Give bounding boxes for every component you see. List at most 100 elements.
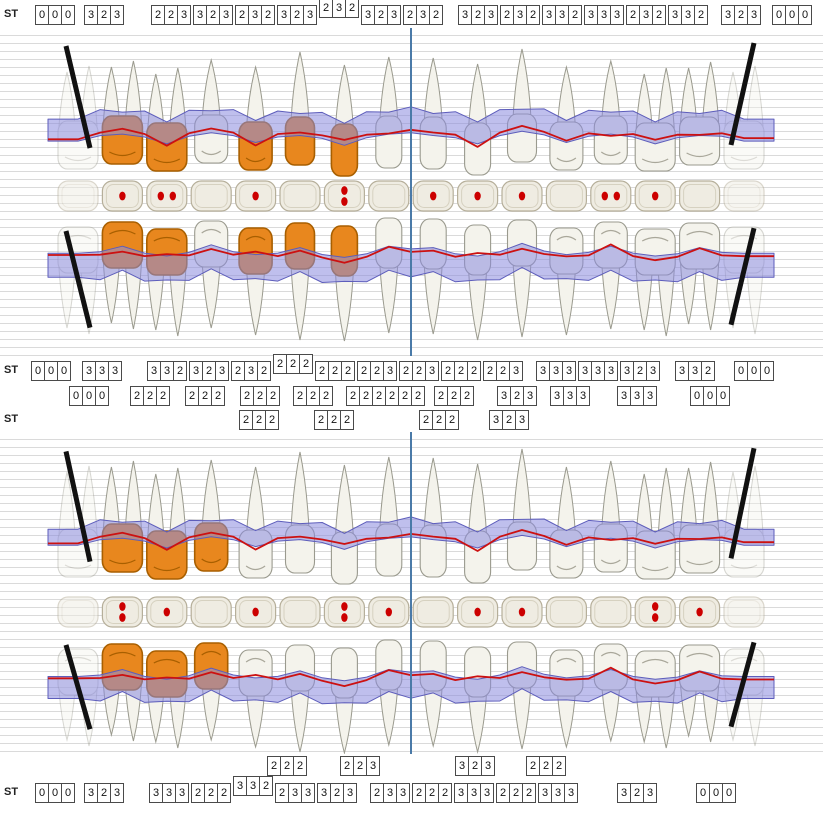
probing-value-box[interactable]: 3 [366, 756, 380, 776]
tooth-lower-14[interactable] [634, 467, 676, 580]
probing-value-box[interactable]: 2 [359, 386, 373, 406]
probing-value-box[interactable]: 2 [202, 361, 216, 381]
tooth-upper-6[interactable] [284, 222, 316, 341]
probing-value-box[interactable]: 3 [555, 5, 569, 25]
probing-value-box[interactable]: 2 [275, 783, 289, 803]
probing-value-box[interactable]: 0 [709, 783, 723, 803]
probing-value-box[interactable]: 2 [315, 361, 329, 381]
probing-value-box[interactable]: 3 [244, 361, 258, 381]
probing-value-box[interactable]: 2 [299, 354, 313, 374]
occlusal-site-upper-5[interactable] [235, 180, 277, 212]
probing-value-box[interactable]: 2 [314, 410, 328, 430]
probing-value-box[interactable]: 2 [97, 783, 111, 803]
probing-value-box[interactable]: 2 [526, 756, 540, 776]
probing-value-box[interactable]: 2 [694, 5, 708, 25]
occlusal-site-upper-14[interactable] [634, 180, 676, 212]
probing-value-box[interactable]: 2 [626, 5, 640, 25]
probing-value-box[interactable]: 2 [652, 5, 666, 25]
tooth-upper-7[interactable] [330, 225, 359, 342]
probing-value-box[interactable]: 3 [383, 361, 397, 381]
occlusal-site-upper-15[interactable] [678, 180, 721, 212]
probing-value-box[interactable]: 3 [149, 783, 163, 803]
probing-value-box[interactable]: 3 [317, 783, 331, 803]
tooth-lower-16[interactable] [723, 465, 765, 578]
exclusion-marker-right[interactable] [728, 447, 757, 559]
probing-value-box[interactable]: 3 [551, 783, 565, 803]
probing-value-box[interactable]: 2 [286, 354, 300, 374]
occlusal-site-lower-14[interactable] [634, 596, 676, 628]
probing-value-box[interactable]: 3 [643, 783, 657, 803]
probing-value-box[interactable]: 2 [370, 361, 384, 381]
probing-value-box[interactable]: 2 [143, 386, 157, 406]
occlusal-site-lower-15[interactable] [678, 596, 721, 628]
probing-value-box[interactable]: 3 [513, 5, 527, 25]
probing-value-box[interactable]: 0 [35, 783, 49, 803]
probing-value-box[interactable]: 2 [701, 361, 715, 381]
tooth-upper-6[interactable] [284, 51, 316, 166]
occlusal-site-lower-16[interactable] [723, 596, 765, 628]
probing-value-box[interactable]: 2 [734, 5, 748, 25]
probing-value-box[interactable]: 3 [467, 783, 481, 803]
occlusal-site-upper-9[interactable] [412, 180, 454, 212]
probing-value-box[interactable]: 3 [108, 361, 122, 381]
occlusal-site-lower-5[interactable] [235, 596, 277, 628]
tooth-lower-11[interactable] [506, 641, 538, 750]
probing-value-box[interactable]: 2 [240, 386, 254, 406]
probing-value-box[interactable]: 2 [399, 361, 413, 381]
occlusal-site-upper-8[interactable] [368, 180, 410, 212]
occlusal-site-upper-16[interactable] [723, 180, 765, 212]
probing-value-box[interactable]: 3 [416, 5, 430, 25]
exclusion-marker-left[interactable] [63, 450, 93, 563]
probing-value-box[interactable]: 2 [403, 5, 417, 25]
occlusal-site-lower-6[interactable] [279, 596, 321, 628]
probing-value-box[interactable]: 2 [206, 5, 220, 25]
occlusal-site-upper-1[interactable] [57, 180, 99, 212]
probing-value-box[interactable]: 2 [438, 783, 452, 803]
occlusal-site-lower-10[interactable] [457, 596, 499, 628]
probing-value-box[interactable]: 3 [562, 361, 576, 381]
tooth-lower-4[interactable] [193, 459, 229, 572]
probing-value-box[interactable]: 3 [576, 386, 590, 406]
tooth-lower-8[interactable] [375, 456, 403, 577]
probing-value-box[interactable]: 2 [522, 783, 536, 803]
probing-value-box[interactable]: 3 [175, 783, 189, 803]
probing-value-box[interactable]: 2 [191, 783, 205, 803]
probing-value-box[interactable]: 3 [617, 386, 631, 406]
tooth-lower-6[interactable] [284, 451, 316, 574]
occlusal-site-upper-12[interactable] [545, 180, 588, 212]
probing-value-box[interactable]: 3 [668, 5, 682, 25]
tooth-upper-14[interactable] [634, 228, 676, 337]
probing-value-box[interactable]: 2 [526, 5, 540, 25]
probing-value-box[interactable]: 3 [248, 5, 262, 25]
probing-value-box[interactable]: 2 [425, 783, 439, 803]
probing-value-box[interactable]: 3 [643, 386, 657, 406]
probing-value-box[interactable]: 2 [372, 386, 386, 406]
probing-value-box[interactable]: 0 [716, 386, 730, 406]
occlusal-site-lower-2[interactable] [101, 596, 144, 628]
probing-value-box[interactable]: 2 [341, 361, 355, 381]
probing-value-box[interactable]: 3 [675, 361, 689, 381]
probing-value-box[interactable]: 2 [185, 386, 199, 406]
probing-value-box[interactable]: 2 [97, 5, 111, 25]
probing-value-box[interactable]: 3 [110, 783, 124, 803]
probing-value-box[interactable]: 0 [82, 386, 96, 406]
probing-value-box[interactable]: 3 [578, 361, 592, 381]
probing-value-box[interactable]: 0 [35, 5, 49, 25]
tooth-upper-5[interactable] [238, 227, 273, 336]
probing-value-box[interactable]: 3 [630, 386, 644, 406]
occlusal-site-lower-1[interactable] [57, 596, 99, 628]
probing-value-box[interactable]: 2 [290, 5, 304, 25]
probing-value-box[interactable]: 2 [460, 386, 474, 406]
probing-value-box[interactable]: 3 [610, 5, 624, 25]
probing-value-box[interactable]: 2 [357, 361, 371, 381]
tooth-upper-11[interactable] [506, 48, 538, 163]
probing-value-box[interactable]: 3 [515, 410, 529, 430]
probing-value-box[interactable]: 3 [681, 5, 695, 25]
probing-value-box[interactable]: 2 [398, 386, 412, 406]
probing-value-box[interactable]: 3 [481, 756, 495, 776]
probing-value-box[interactable]: 2 [346, 386, 360, 406]
probing-value-box[interactable]: 2 [370, 783, 384, 803]
probing-value-box[interactable]: 0 [48, 783, 62, 803]
probing-value-box[interactable]: 0 [703, 386, 717, 406]
probing-value-box[interactable]: 0 [44, 361, 58, 381]
